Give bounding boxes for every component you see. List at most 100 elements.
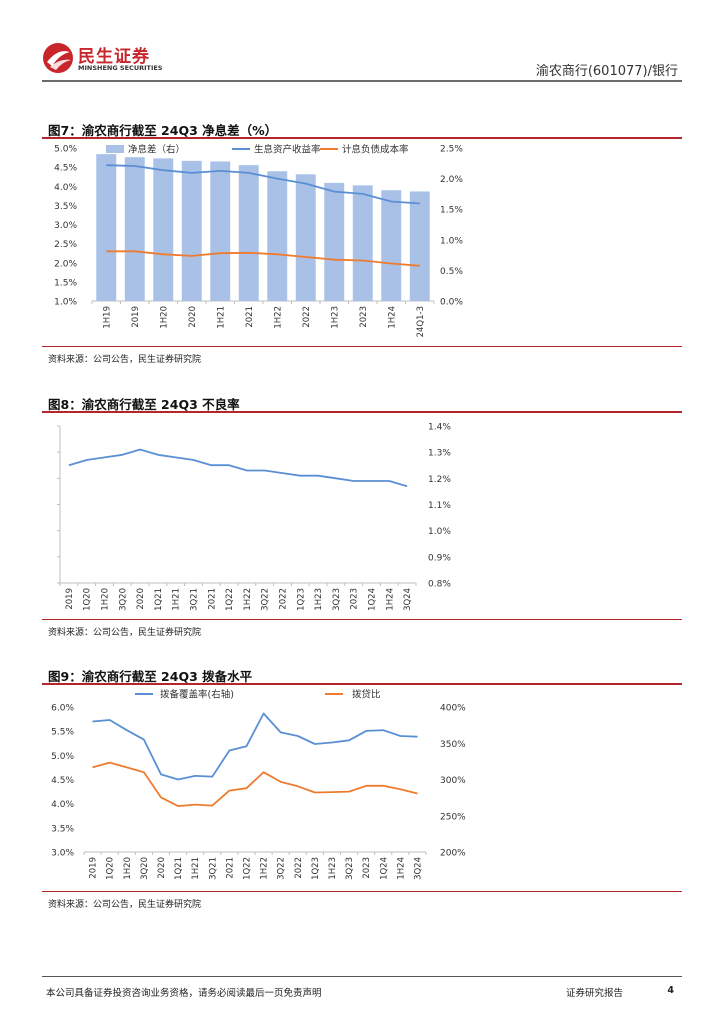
x-tick-label: 1Q20 [106,857,116,880]
x-tick-label: 2022 [279,588,289,610]
footer-disclaimer: 本公司具备证券投资咨询业务资格，请务必阅读最后一页免责声明 [46,988,322,999]
y-left-tick-label: 5.0% [54,145,77,155]
y-left-tick-label: 4.0% [54,183,77,193]
x-tick-label: 1Q24 [368,588,378,611]
y-left-tick-label: 3.0% [54,221,77,231]
x-tick-label: 2019 [131,306,141,328]
x-tick-label: 1H24 [396,857,406,880]
legend-label: 净息差（右） [128,144,185,156]
x-tick-label: 1H23 [330,306,340,329]
y-right-tick-label: 0.9% [428,553,451,563]
bar-1H23 [324,182,345,301]
series-line-2 [106,250,420,267]
x-tick-label: 1H19 [102,306,112,329]
minsheng-logo-icon [43,43,73,73]
legend-label: 拨贷比 [352,689,381,701]
bar-2019 [124,157,145,301]
x-tick-label: 1Q21 [174,857,184,880]
bar-24Q1-3 [409,191,430,301]
bar-1H20 [153,158,174,301]
x-tick-label: 2023 [350,588,360,610]
x-tick-label: 2022 [302,306,312,328]
page-number: 4 [667,985,674,996]
y-right-tick-label: 1.0% [440,236,463,246]
brand-name-en: MINSHENG SECURITIES [78,64,163,72]
x-tick-label: 1H20 [159,306,169,329]
x-tick-label: 1Q22 [225,588,235,611]
x-tick-label: 1H24 [385,588,395,611]
x-tick-label: 1H22 [260,857,270,880]
x-tick-label: 1Q24 [379,857,389,880]
y-left-tick-label: 5.0% [51,752,74,762]
y-right-tick-label: 0.5% [440,267,463,277]
y-left-tick-label: 4.5% [54,164,77,174]
series-line-0 [68,448,408,488]
x-tick-label: 1Q23 [311,857,321,880]
y-left-tick-label: 3.5% [51,824,74,834]
x-tick-label: 1Q21 [154,588,164,611]
y-left-tick-label: 4.0% [51,800,74,810]
header-divider [42,80,682,82]
x-tick-label: 1H21 [191,857,201,880]
figure-9-source: 资料来源：公司公告，民生证券研究院 [48,900,202,910]
provision-chart: 3.0% 3.5% 4.0% 4.5% 5.0% 5.5% 6.0% 200% 250% 300%… [51,689,466,880]
y-right-tick-label: 1.4% [428,423,451,433]
y-right-tick-label: 0.8% [428,580,451,590]
legend-label: 生息资产收益率 [254,144,321,156]
x-tick-label: 2022 [294,857,304,879]
x-tick-label: 1H22 [273,306,283,329]
x-tick-label: 2021 [207,588,217,610]
y-left-tick-label: 3.0% [51,849,74,859]
series-line-1 [92,761,418,807]
figure-8-title-rule [42,411,682,413]
x-tick-label: 3Q21 [208,857,218,880]
x-tick-label: 1H22 [243,588,253,611]
y-left-tick-label: 6.0% [51,704,74,714]
bar-2023 [352,185,373,301]
y-left-tick-label: 2.0% [54,259,77,269]
y-right-tick-label: 350% [440,740,466,750]
figure-7-title: 图7：渝农商行截至 24Q3 净息差（%） [48,123,278,138]
bar-1H24 [381,190,402,301]
y-right-tick-label: 2.0% [440,175,463,185]
figure-8-title: 图8：渝农商行截至 24Q3 不良率 [48,397,240,412]
figure-7-bottom-rule [42,346,682,347]
figure-7-title-rule [42,137,682,139]
x-tick-label: 2020 [157,857,167,879]
bar-1H19 [96,154,117,301]
y-right-tick-label: 0.0% [440,298,463,308]
x-tick-label: 2021 [225,857,235,879]
y-right-tick-label: 250% [440,812,466,822]
y-right-tick-label: 1.5% [440,206,463,216]
y-right-tick-label: 300% [440,776,466,786]
y-left-tick-label: 4.5% [51,776,74,786]
x-tick-label: 3Q21 [190,588,200,611]
x-tick-label: 1Q22 [242,857,252,880]
y-left-tick-label: 2.5% [54,240,77,250]
x-tick-label: 1Q23 [296,588,306,611]
x-tick-label: 3Q23 [345,857,355,880]
x-tick-label: 3Q24 [403,588,413,611]
x-tick-label: 1H21 [216,306,226,329]
y-left-tick-label: 1.5% [54,278,77,288]
bar-2022 [295,174,316,301]
x-tick-label: 1H21 [172,588,182,611]
x-tick-label: 2020 [188,306,198,328]
y-right-tick-label: 200% [440,849,466,859]
legend-label: 计息负债成本率 [342,144,409,156]
bar-1H21 [210,161,231,301]
nim-chart: 1.0% 1.5% 2.0% 2.5% 3.0% 3.5% 4.0% 4.5% 5.0% 0.0%… [54,144,463,338]
bar-2021 [238,165,259,301]
figure-8-source: 资料来源：公司公告，民生证券研究院 [48,628,202,638]
header-stock-label: 渝农商行(601077)/银行 [535,64,678,79]
y-left-tick-label: 1.0% [54,298,77,308]
x-tick-label: 2023 [362,857,372,879]
x-tick-label: 2019 [65,588,75,610]
brand-logo: 民生证券 MINSHENG SECURITIES [42,40,172,76]
y-right-tick-label: 1.0% [428,527,451,537]
x-tick-label: 2020 [136,588,146,610]
figure-8-bottom-rule [42,619,682,620]
x-tick-label: 2023 [359,306,369,328]
bar-1H22 [267,171,288,301]
bar-2020 [181,160,202,301]
